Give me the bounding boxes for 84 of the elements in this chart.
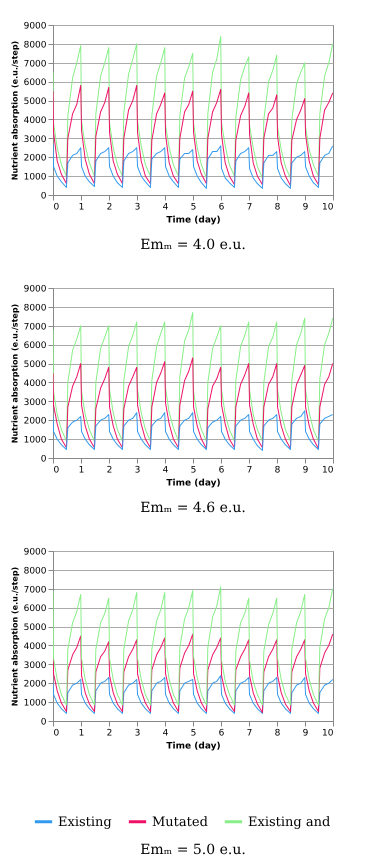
y-tick-label: 8000 bbox=[24, 303, 47, 314]
x-tick-label: 1 bbox=[78, 466, 84, 476]
x-tick-label: 6 bbox=[218, 728, 225, 738]
y-tick-label: 6000 bbox=[24, 78, 47, 88]
legend-label: Existing and bbox=[248, 814, 330, 830]
x-tick-label: 5 bbox=[190, 728, 196, 738]
y-tick-label: 7000 bbox=[24, 322, 47, 332]
line-series bbox=[53, 586, 333, 706]
x-tick-label: 7 bbox=[246, 202, 252, 212]
text: Emₘ = 4.0 e.u. bbox=[140, 237, 246, 253]
y-tick-label: 1000 bbox=[24, 698, 47, 709]
x-tick-label: 8 bbox=[274, 728, 281, 738]
x-tick-label: 6 bbox=[218, 466, 225, 476]
y-tick-label: 7000 bbox=[24, 59, 47, 70]
y-tick-label: 5000 bbox=[24, 97, 47, 108]
y-tick-label: 1000 bbox=[24, 436, 47, 446]
y-tick-label: 6000 bbox=[24, 604, 47, 614]
x-tick-label: 9 bbox=[302, 728, 309, 738]
x-tick-label: 9 bbox=[302, 466, 309, 476]
x-tick-label: 1 bbox=[78, 728, 84, 738]
y-tick-label: 8000 bbox=[24, 566, 47, 576]
line-series bbox=[53, 675, 333, 714]
x-tick-label: 6 bbox=[218, 202, 225, 212]
x-tick-label: 4 bbox=[162, 728, 169, 738]
legend-label: Existing bbox=[58, 814, 112, 830]
x-tick-label: 7 bbox=[246, 728, 252, 738]
x-axis-title: Time (day) bbox=[166, 478, 221, 488]
text: Emₘ = 5.0 e.u. bbox=[140, 842, 246, 858]
x-tick-label: 2 bbox=[106, 202, 112, 212]
y-tick-label: 3000 bbox=[24, 398, 47, 408]
y-tick-label: 4000 bbox=[24, 378, 47, 389]
line-series bbox=[53, 312, 333, 442]
y-tick-label: 4000 bbox=[24, 642, 47, 652]
x-axis-title: Time (day) bbox=[166, 742, 221, 752]
y-axis-title: Nutrient absorption (e.u./step) bbox=[10, 566, 20, 706]
x-tick-label: 4 bbox=[162, 202, 169, 212]
y-tick-label: 4000 bbox=[24, 116, 47, 126]
y-tick-label: 0 bbox=[40, 454, 47, 464]
y-tick-label: 2000 bbox=[24, 154, 47, 164]
y-tick-label: 9000 bbox=[24, 284, 47, 294]
line-series bbox=[53, 144, 333, 189]
x-tick-label: 5 bbox=[190, 202, 196, 212]
y-tick-label: 6000 bbox=[24, 341, 47, 352]
x-tick-label: 10 bbox=[322, 202, 334, 212]
line-series bbox=[53, 632, 333, 713]
line-series bbox=[53, 36, 333, 178]
y-tick-label: 3000 bbox=[24, 134, 47, 145]
y-tick-label: 9000 bbox=[24, 22, 47, 32]
x-tick-label: 3 bbox=[134, 202, 140, 212]
legend-label: Mutated bbox=[152, 814, 208, 830]
x-tick-label: 4 bbox=[162, 466, 169, 476]
y-tick-label: 2000 bbox=[24, 680, 47, 690]
y-tick-label: 5000 bbox=[24, 623, 47, 634]
y-tick-label: 2000 bbox=[24, 416, 47, 427]
x-tick-label: 10 bbox=[322, 728, 334, 738]
x-tick-label: 3 bbox=[134, 728, 140, 738]
x-tick-label: 3 bbox=[134, 466, 140, 476]
line-series bbox=[53, 84, 333, 186]
y-tick-label: 9000 bbox=[24, 548, 47, 558]
x-tick-label: 8 bbox=[274, 202, 281, 212]
line-series bbox=[53, 357, 333, 450]
x-tick-label: 0 bbox=[54, 202, 60, 212]
y-tick-label: 8000 bbox=[24, 40, 47, 50]
y-tick-label: 5000 bbox=[24, 360, 47, 370]
x-tick-label: 0 bbox=[54, 466, 60, 476]
x-tick-label: 9 bbox=[302, 202, 309, 212]
x-tick-label: 5 bbox=[190, 466, 196, 476]
y-tick-label: 7000 bbox=[24, 585, 47, 596]
x-tick-label: 10 bbox=[322, 466, 334, 476]
x-tick-label: 1 bbox=[78, 202, 84, 212]
y-tick-label: 0 bbox=[40, 192, 47, 202]
y-axis-title: Nutrient absorption (e.u./step) bbox=[10, 304, 20, 444]
y-axis-title: Nutrient absorption (e.u./step) bbox=[10, 40, 20, 180]
x-tick-label: 2 bbox=[106, 466, 112, 476]
x-tick-label: 0 bbox=[54, 728, 60, 738]
x-tick-label: 8 bbox=[274, 466, 281, 476]
line-series bbox=[53, 410, 333, 451]
y-tick-label: 3000 bbox=[24, 660, 47, 671]
y-tick-label: 0 bbox=[40, 718, 47, 728]
x-tick-label: 2 bbox=[106, 728, 112, 738]
text: Emₘ = 4.6 e.u. bbox=[140, 500, 246, 516]
x-axis-title: Time (day) bbox=[166, 216, 221, 226]
x-tick-label: 7 bbox=[246, 466, 252, 476]
y-tick-label: 1000 bbox=[24, 172, 47, 183]
